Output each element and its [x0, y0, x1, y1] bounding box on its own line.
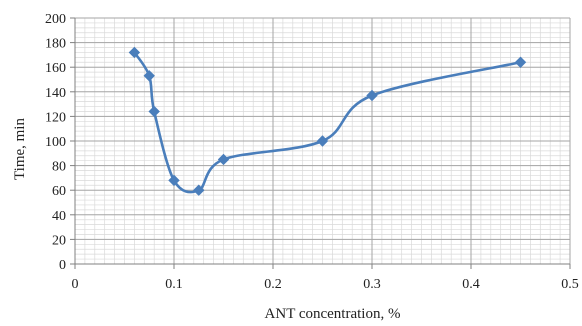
- x-tick-label: 0.4: [462, 277, 480, 292]
- y-tick-label: 160: [45, 61, 66, 76]
- data-point-marker: [193, 184, 205, 196]
- data-point-marker: [168, 174, 180, 187]
- y-tick-label: 180: [45, 37, 66, 52]
- data-point-marker: [514, 56, 527, 68]
- grid: [74, 17, 571, 265]
- y-tick-label: 200: [45, 12, 66, 27]
- tick-labels: 0 20 40 60 80 100 120 140 160 180 200 0 0.1 0.2 0.3 0.4…: [45, 12, 579, 292]
- y-tick-label: 60: [52, 184, 66, 199]
- y-tick-label: 0: [59, 258, 66, 273]
- data-point-marker: [128, 46, 141, 59]
- axes: [70, 17, 571, 269]
- data-point-marker: [148, 105, 160, 118]
- y-axis-title: Time, min: [12, 118, 28, 180]
- data-point-marker: [366, 89, 378, 102]
- x-tick-label: 0.3: [363, 277, 381, 292]
- data-point-marker: [316, 135, 329, 147]
- x-tick-label: 0: [72, 277, 79, 292]
- y-tick-label: 80: [52, 160, 66, 175]
- series-line: [133, 51, 522, 194]
- y-tick-label: 140: [45, 86, 66, 101]
- y-tick-label: 20: [52, 233, 66, 248]
- x-axis-title: ANT concentration, %: [265, 306, 401, 322]
- x-tick-label: 0.1: [165, 277, 183, 292]
- series: [128, 46, 527, 196]
- data-point-marker: [217, 153, 230, 166]
- data-point-marker: [143, 70, 155, 82]
- x-tick-label: 0.5: [561, 277, 579, 292]
- y-tick-label: 120: [45, 110, 66, 125]
- y-tick-label: 40: [52, 209, 66, 224]
- y-tick-label: 100: [45, 135, 66, 150]
- x-tick-label: 0.2: [264, 277, 282, 292]
